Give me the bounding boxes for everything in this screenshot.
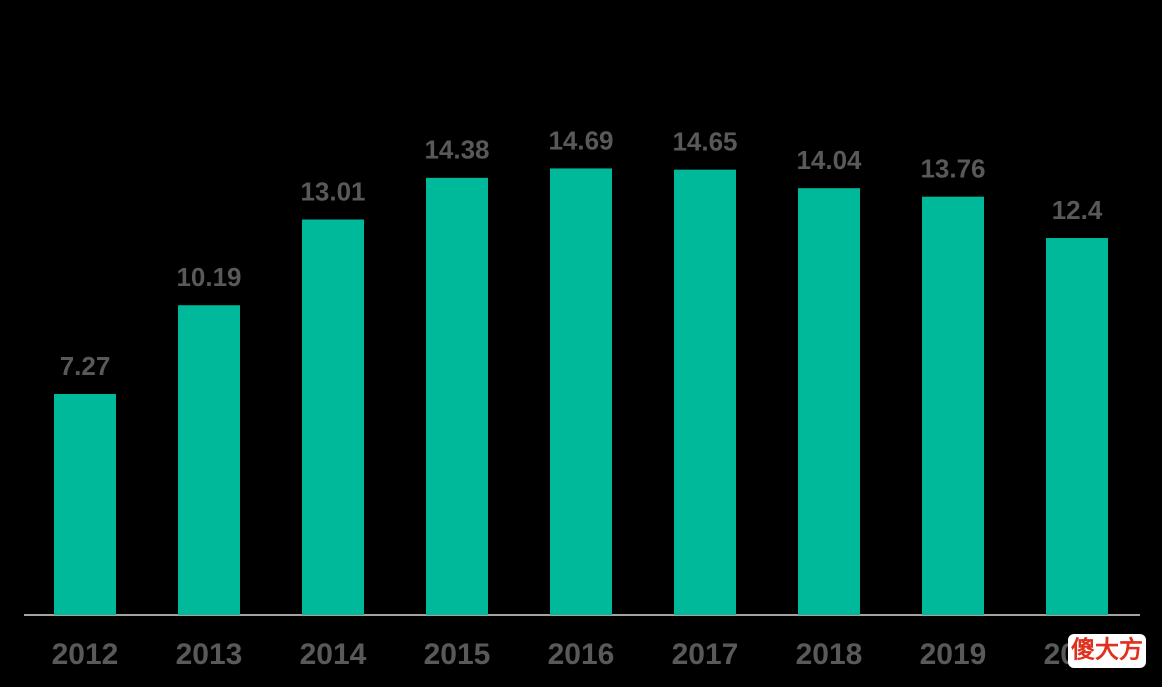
bar (178, 305, 240, 615)
value-label: 14.38 (424, 135, 489, 165)
x-tick-label: 2019 (920, 638, 987, 671)
bar (54, 393, 116, 615)
x-tick-label: 2012 (52, 638, 119, 671)
value-label: 14.69 (548, 125, 613, 155)
x-tick-label: 2018 (796, 638, 863, 671)
bar (302, 219, 364, 615)
x-tick-label: 2014 (300, 638, 367, 671)
value-label: 14.65 (672, 127, 737, 157)
bar (426, 177, 488, 615)
x-tick-label: 2015 (424, 638, 491, 671)
bar (1046, 238, 1108, 616)
value-label: 13.01 (300, 176, 365, 206)
x-tick-label: 2016 (548, 638, 615, 671)
watermark: 傻大方 (1071, 635, 1143, 663)
x-tick-label: 2017 (672, 638, 739, 671)
value-label: 12.4 (1052, 195, 1103, 225)
bar (550, 168, 612, 615)
value-label: 14.04 (796, 145, 862, 175)
bar (922, 196, 984, 616)
x-tick-label: 2013 (176, 638, 243, 671)
bar (798, 188, 860, 615)
value-label: 7.27 (60, 351, 111, 381)
value-label: 13.76 (920, 154, 985, 184)
watermark-box (1068, 634, 1146, 668)
value-label: 10.19 (176, 262, 241, 292)
bar (674, 169, 736, 615)
